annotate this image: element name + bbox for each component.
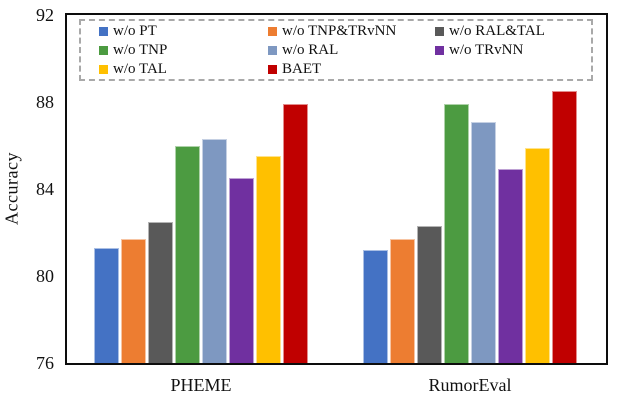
bar-baet-rumoreval: [552, 91, 577, 363]
legend-item-w-o-tal: w/o TAL: [99, 60, 268, 78]
plot-inner: w/o PT w/o TNP&TRvNN w/o RAL&TAL w/o TNP w/o…: [67, 15, 606, 363]
legend-label: w/o RAL&TAL: [449, 23, 545, 39]
bar-w-o-tnp-trvnn-rumoreval: [390, 239, 415, 363]
legend-item-w-o-ral-tal: w/o RAL&TAL: [435, 22, 591, 40]
bar-group-rumoreval: [363, 15, 577, 363]
legend-label: w/o TNP: [113, 42, 168, 58]
bar-group-pheme: [94, 15, 308, 363]
legend-swatch-icon: [99, 64, 108, 74]
bar-w-o-ral-rumoreval: [471, 121, 496, 363]
bar-w-o-trvnn-pheme: [229, 178, 254, 363]
legend-item-baet: BAET: [268, 60, 435, 78]
legend-swatch-icon: [435, 26, 444, 36]
y-tick-label-80: 80: [36, 266, 54, 286]
legend-item-w-o-tnp: w/o TNP: [99, 41, 268, 59]
y-tick-label-76: 76: [36, 353, 54, 373]
bar-w-o-tnp-trvnn-pheme: [121, 239, 146, 363]
bar-w-o-tnp-pheme: [175, 145, 200, 363]
bar-w-o-ral-tal-pheme: [148, 221, 173, 363]
plot-area: w/o PT w/o TNP&TRvNN w/o RAL&TAL w/o TNP w/o…: [65, 13, 608, 365]
legend-swatch-icon: [268, 45, 277, 55]
legend-swatch-icon: [268, 26, 277, 36]
bar-w-o-pt-rumoreval: [363, 249, 388, 363]
y-tick-label-92: 92: [36, 5, 54, 25]
legend-item-w-o-tnp-trvnn: w/o TNP&TRvNN: [268, 22, 435, 40]
x-category-label-rumoreval: RumorEval: [428, 375, 512, 395]
y-tick-label-88: 88: [36, 92, 54, 112]
legend-label: w/o TNP&TRvNN: [282, 23, 397, 39]
bar-w-o-tnp-rumoreval: [444, 104, 469, 363]
bar-w-o-ral-pheme: [202, 139, 227, 363]
legend-swatch-icon: [435, 45, 444, 55]
bar-w-o-trvnn-rumoreval: [498, 169, 523, 363]
legend-item-w-o-ral: w/o RAL: [268, 41, 435, 59]
bar-w-o-tal-pheme: [256, 156, 281, 363]
y-tick-label-84: 84: [36, 179, 54, 199]
legend-swatch-icon: [99, 45, 108, 55]
legend: w/o PT w/o TNP&TRvNN w/o RAL&TAL w/o TNP w/o…: [79, 19, 593, 81]
legend-label: w/o TAL: [113, 61, 167, 77]
bar-w-o-pt-pheme: [94, 247, 119, 363]
x-category-label-pheme: PHEME: [170, 375, 232, 395]
legend-item-w-o-pt: w/o PT: [99, 22, 268, 40]
legend-label: BAET: [282, 61, 322, 77]
legend-label: w/o PT: [113, 23, 157, 39]
legend-item-w-o-trvnn: w/o TRvNN: [435, 41, 591, 59]
legend-label: w/o TRvNN: [449, 42, 524, 58]
bar-w-o-tal-rumoreval: [525, 147, 550, 363]
legend-swatch-icon: [268, 64, 277, 74]
bar-w-o-ral-tal-rumoreval: [417, 226, 442, 363]
legend-swatch-icon: [99, 26, 108, 36]
legend-label: w/o RAL: [282, 42, 339, 58]
bar-baet-pheme: [283, 104, 308, 363]
